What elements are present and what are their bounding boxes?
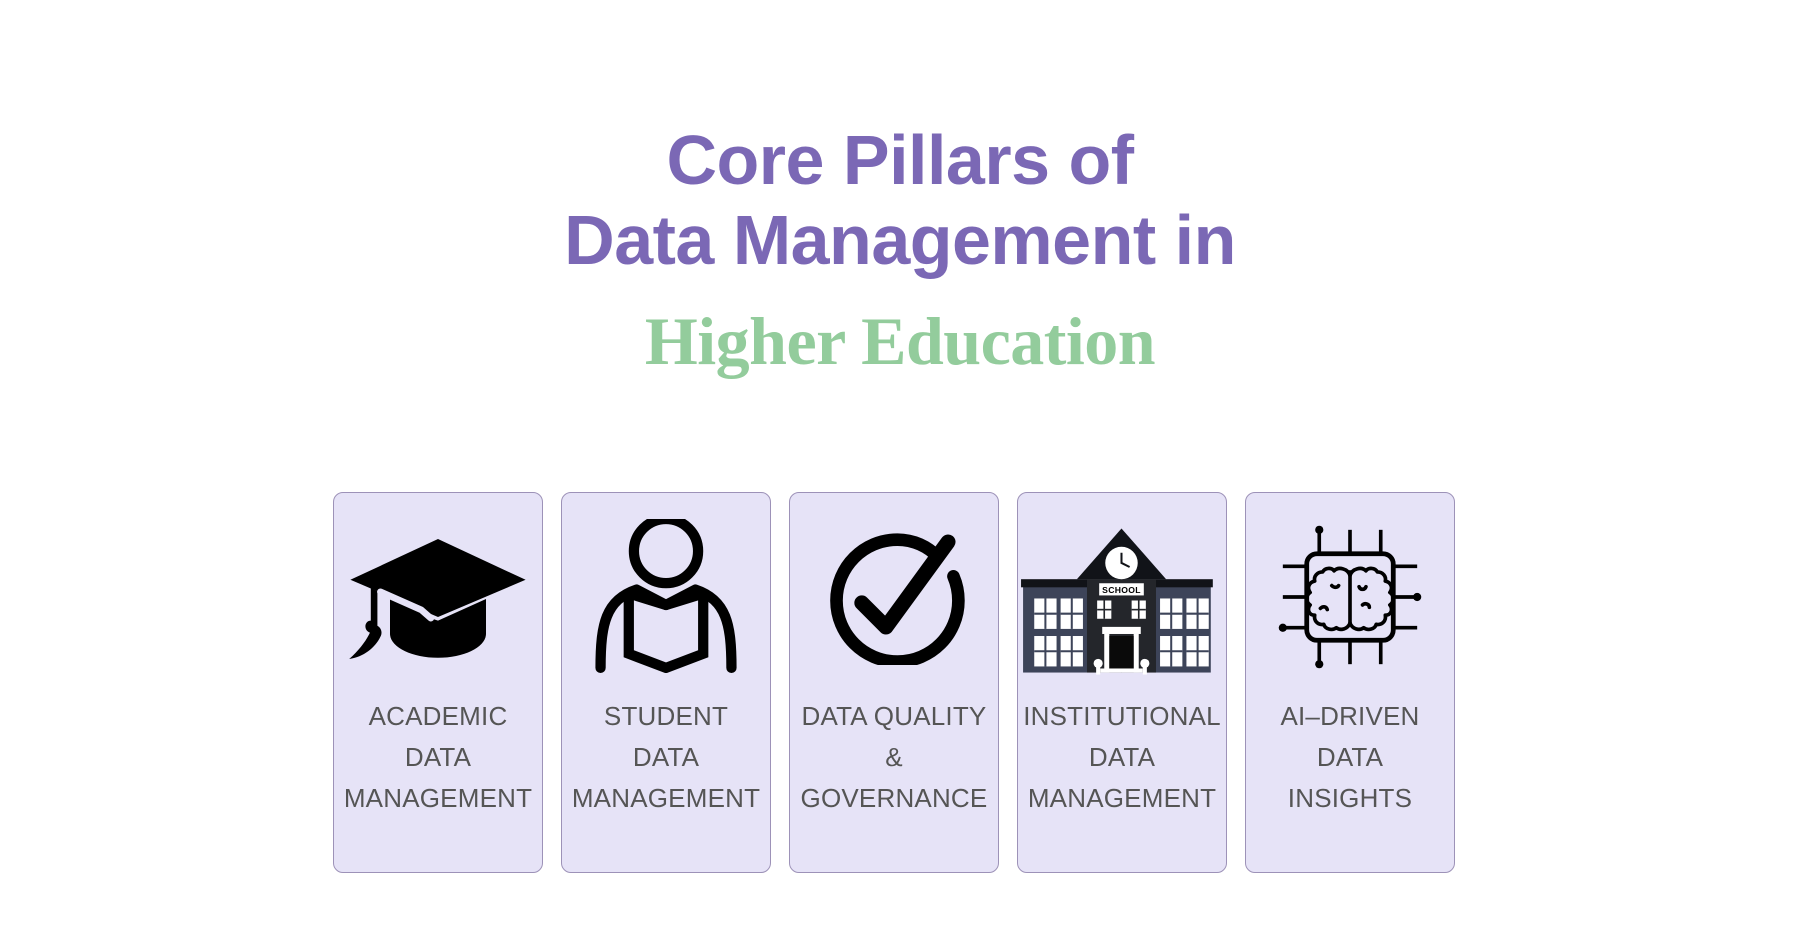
svg-text:SCHOOL: SCHOOL [1102, 585, 1141, 595]
